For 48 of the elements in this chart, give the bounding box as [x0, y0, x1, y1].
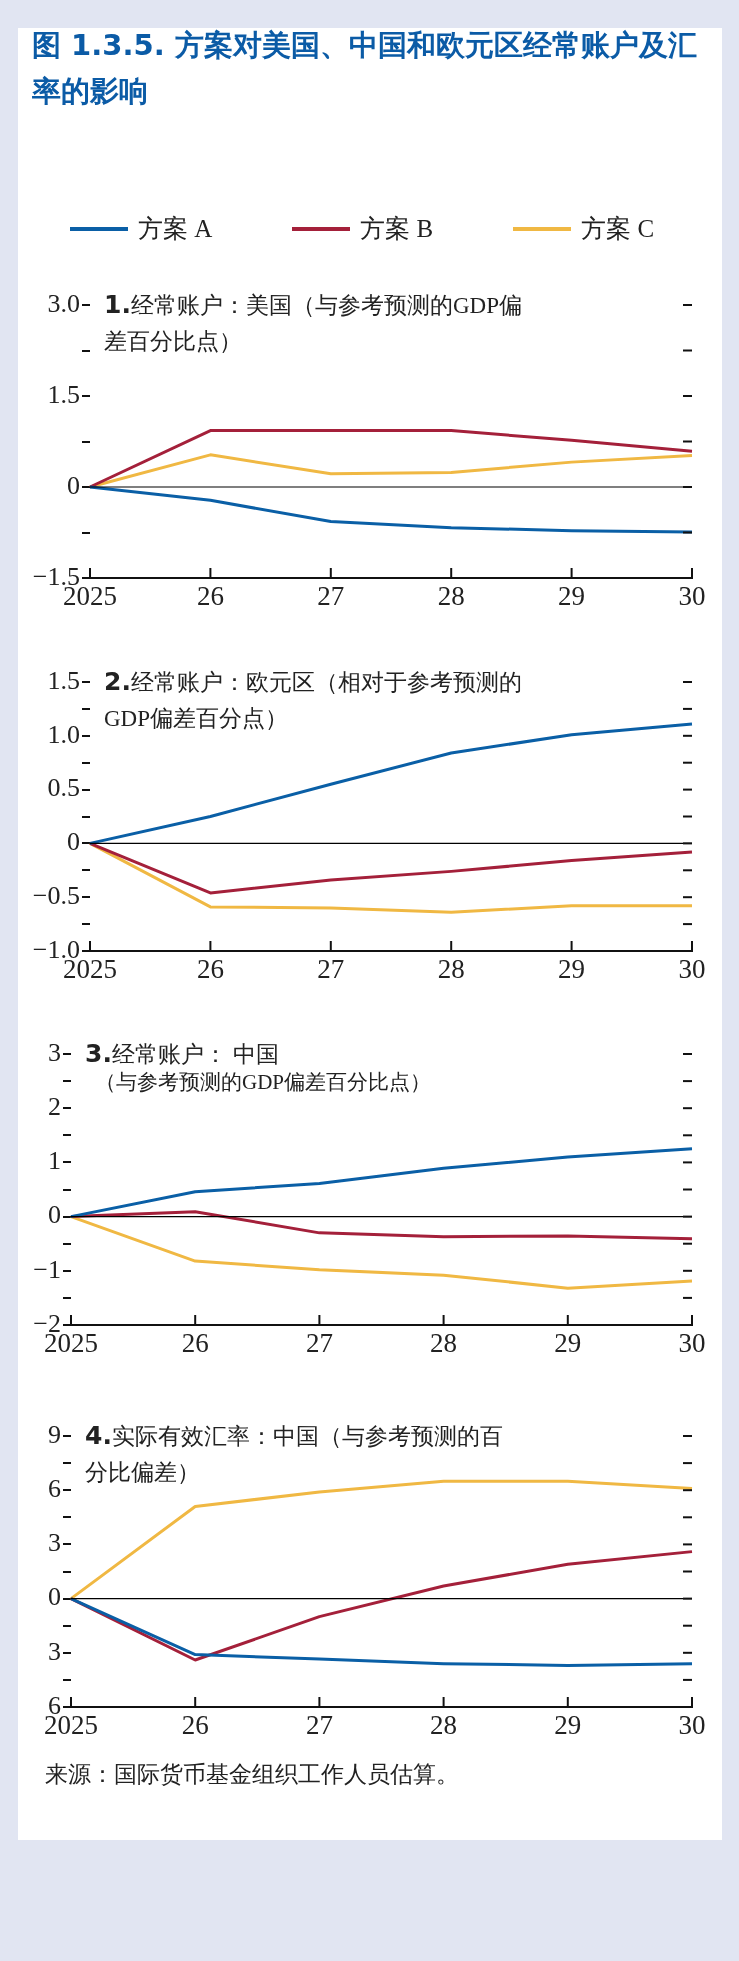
x-tick-label: 30: [678, 1328, 706, 1359]
x-tick-label: 26: [181, 1710, 209, 1741]
y-tick-label: 0: [67, 827, 80, 857]
x-tick-label: 27: [317, 954, 345, 985]
y-tick-label: 1.0: [47, 719, 80, 749]
x-tick-label: 29: [558, 954, 586, 985]
y-tick-label: 0.5: [47, 773, 80, 803]
y-tick-label: 0: [48, 1582, 61, 1612]
y-tick-label: 1: [48, 1146, 61, 1176]
legend-label: 方案 A: [138, 214, 213, 244]
x-tick-label: 27: [305, 1710, 333, 1741]
y-tick-label: 3: [48, 1528, 61, 1558]
legend-label: 方案 B: [360, 214, 434, 244]
y-tick-label: 0: [67, 470, 80, 500]
y-tick-label: 3: [48, 1636, 61, 1666]
x-tick-label: 27: [317, 581, 345, 612]
x-tick-label: 30: [678, 1710, 706, 1741]
y-tick-label: 1.5: [47, 665, 80, 695]
x-tick-label: 28: [430, 1328, 458, 1359]
y-tick-label: 6: [48, 1474, 61, 1504]
x-tick-label: 26: [196, 954, 224, 985]
x-tick-label: 29: [558, 581, 586, 612]
x-tick-label: 30: [678, 954, 706, 985]
x-tick-label: 28: [437, 581, 465, 612]
y-tick-label: 1.5: [47, 379, 80, 409]
x-tick-label: 27: [305, 1328, 333, 1359]
chart-subtitle: 3.经常账户： 中国: [85, 1039, 279, 1068]
x-tick-label: 28: [437, 954, 465, 985]
y-tick-label: 2: [48, 1092, 61, 1122]
x-tick-label: 29: [554, 1328, 582, 1359]
y-tick-label: 3: [48, 1037, 61, 1067]
x-tick-label: 28: [430, 1710, 458, 1741]
x-tick-label: 26: [181, 1328, 209, 1359]
chart-subtitle: 1.经常账户：美国（与参考预测的GDP偏差百分比点）: [104, 289, 523, 356]
x-tick-label: 29: [554, 1710, 582, 1741]
y-tick-label: 3.0: [47, 288, 80, 318]
annotation: （与参考预测的GDP偏差百分比点）: [95, 1069, 432, 1096]
x-tick-label: 30: [678, 581, 706, 612]
y-tick-label: −0.5: [32, 881, 80, 911]
x-tick-label: 26: [196, 581, 224, 612]
legend-label: 方案 C: [581, 214, 655, 244]
source-note: 来源：国际货币基金组织工作人员估算。: [45, 1761, 459, 1789]
chart-subtitle: 2.经常账户：欧元区（相对于参考预测的GDP偏差百分点）: [104, 666, 523, 733]
y-tick-label: −1: [33, 1254, 61, 1284]
y-tick-label: 0: [48, 1200, 61, 1230]
y-tick-label: 9: [48, 1419, 61, 1449]
chart-title: 图 1.3.5. 方案对美国、中国和欧元区经常账户及汇率的影响: [32, 27, 698, 110]
chart-subtitle: 4.实际有效汇率：中国（与参考预测的百分比偏差）: [85, 1420, 504, 1487]
